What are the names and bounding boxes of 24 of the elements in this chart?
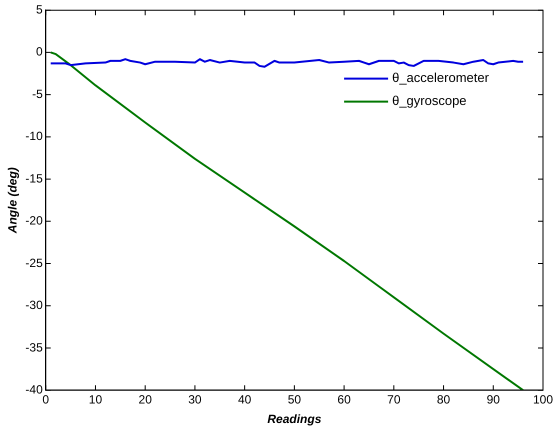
y-tick-label: -15 xyxy=(25,171,44,186)
legend-label: θ_gyroscope xyxy=(392,93,467,108)
y-tick-label: -40 xyxy=(25,382,44,397)
y-tick-label: -35 xyxy=(25,340,44,354)
y-tick-label: -5 xyxy=(32,86,44,101)
x-tick-label: 50 xyxy=(288,392,302,407)
y-tick-label: -20 xyxy=(25,214,44,228)
x-tick-label: 60 xyxy=(337,392,352,407)
x-tick-label: 10 xyxy=(88,392,102,407)
x-tick-label: 20 xyxy=(138,392,152,407)
y-tick-label: 0 xyxy=(36,44,44,59)
x-tick-label: 100 xyxy=(532,392,554,407)
x-axis-title: Readings xyxy=(267,412,322,426)
y-tick-label: -10 xyxy=(25,129,44,144)
legend-label: θ_accelerometer xyxy=(392,70,490,86)
y-tick-label: 5 xyxy=(36,2,44,17)
x-tick-label: 30 xyxy=(188,392,202,407)
x-tick-label: 90 xyxy=(486,392,500,407)
y-axis-title: Angle (deg) xyxy=(6,167,20,234)
y-tick-label: -30 xyxy=(25,298,44,312)
x-tick-label: 80 xyxy=(436,392,451,407)
y-tick-label: -25 xyxy=(25,256,44,270)
x-tick-label: 40 xyxy=(238,392,252,407)
x-tick-label: 70 xyxy=(387,392,401,407)
